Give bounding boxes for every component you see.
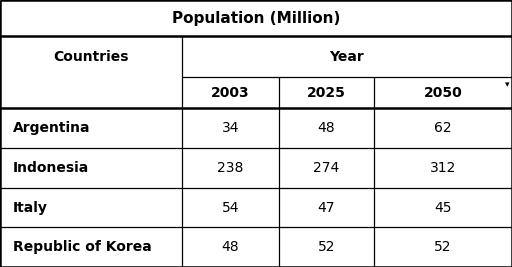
Text: Argentina: Argentina [13,121,90,135]
Text: 48: 48 [222,240,239,254]
Text: 2050: 2050 [423,86,462,100]
Text: Population (Million): Population (Million) [172,10,340,26]
Text: 52: 52 [317,240,335,254]
Text: 238: 238 [217,161,244,175]
Text: 2003: 2003 [211,86,250,100]
Text: 54: 54 [222,201,239,215]
Text: 45: 45 [434,201,452,215]
Text: 52: 52 [434,240,452,254]
Text: 48: 48 [317,121,335,135]
Text: 274: 274 [313,161,339,175]
Text: Indonesia: Indonesia [13,161,89,175]
Text: 312: 312 [430,161,456,175]
Text: Year: Year [330,50,364,64]
Text: Countries: Countries [53,50,129,64]
Text: ▾: ▾ [505,80,509,89]
Text: 62: 62 [434,121,452,135]
Text: 47: 47 [317,201,335,215]
Text: 2025: 2025 [307,86,346,100]
Text: 34: 34 [222,121,239,135]
Text: Italy: Italy [13,201,48,215]
Text: Republic of Korea: Republic of Korea [13,240,152,254]
